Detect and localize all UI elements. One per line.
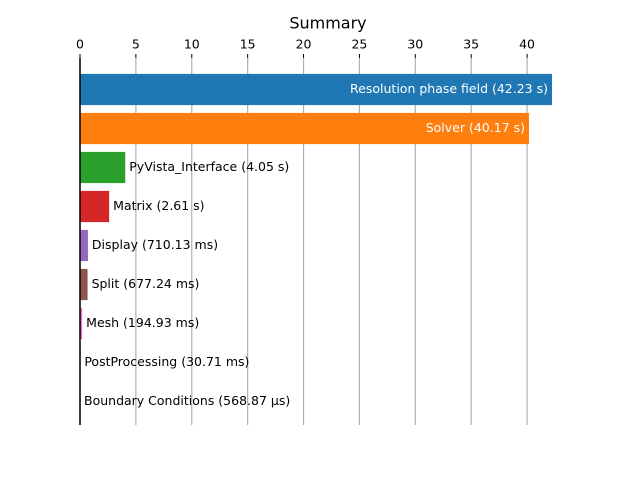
bar bbox=[80, 151, 126, 184]
x-tick-label: 40 bbox=[519, 37, 535, 52]
x-tick-label: 5 bbox=[132, 37, 140, 52]
value-label: Display (710.13 ms) bbox=[92, 237, 218, 252]
value-label: Matrix (2.61 s) bbox=[113, 198, 204, 213]
x-tick-label: 30 bbox=[407, 37, 423, 52]
bar bbox=[80, 307, 83, 340]
bar bbox=[80, 229, 88, 262]
value-label: Mesh (194.93 ms) bbox=[86, 315, 199, 330]
x-tick-label: 25 bbox=[351, 37, 367, 52]
value-label: Solver (40.17 s) bbox=[426, 120, 525, 135]
bar bbox=[80, 268, 88, 301]
bar bbox=[80, 73, 552, 106]
bar bbox=[80, 190, 110, 223]
value-label: PyVista_Interface (4.05 s) bbox=[129, 159, 289, 174]
value-label: Split (677.24 ms) bbox=[92, 276, 200, 291]
x-tick-label: 10 bbox=[184, 37, 200, 52]
x-tick-label: 35 bbox=[463, 37, 479, 52]
bar bbox=[80, 112, 529, 145]
x-tick-label: 20 bbox=[296, 37, 312, 52]
value-label: Boundary Conditions (568.87 µs) bbox=[84, 393, 290, 408]
chart-title: Summary bbox=[289, 14, 366, 33]
x-tick-label: 0 bbox=[76, 37, 84, 52]
value-label: Resolution phase field (42.23 s) bbox=[350, 81, 548, 96]
value-label: PostProcessing (30.71 ms) bbox=[84, 354, 249, 369]
x-tick-label: 15 bbox=[240, 37, 256, 52]
